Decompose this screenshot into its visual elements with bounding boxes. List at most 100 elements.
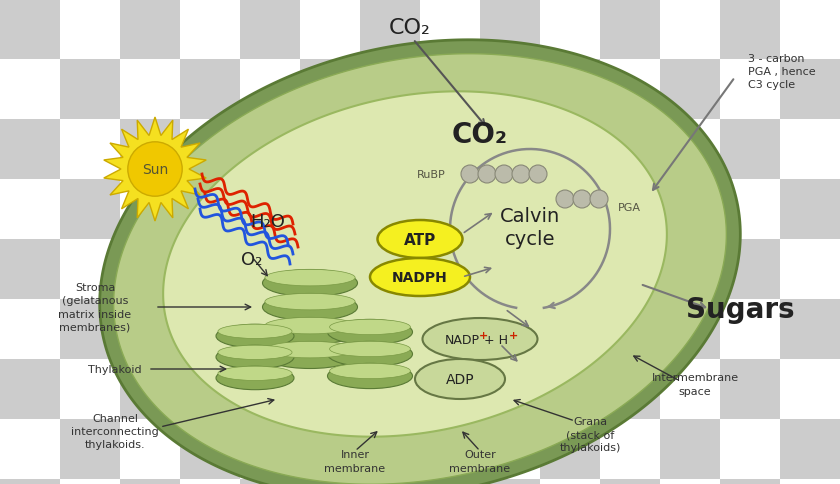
Bar bbox=[360, 479, 420, 484]
Bar bbox=[420, 60, 480, 120]
Bar bbox=[0, 300, 60, 359]
Bar bbox=[300, 60, 360, 120]
Bar bbox=[420, 240, 480, 300]
Text: Outer
membrane: Outer membrane bbox=[449, 450, 511, 472]
Ellipse shape bbox=[329, 319, 411, 335]
Bar bbox=[240, 300, 300, 359]
Circle shape bbox=[495, 166, 513, 183]
Bar bbox=[480, 60, 540, 120]
Bar bbox=[780, 0, 840, 60]
Text: Thylakoid: Thylakoid bbox=[88, 364, 142, 374]
Text: CO₂: CO₂ bbox=[452, 121, 508, 149]
Bar bbox=[600, 0, 660, 60]
Circle shape bbox=[529, 166, 547, 183]
Bar bbox=[300, 180, 360, 240]
Bar bbox=[60, 60, 120, 120]
Circle shape bbox=[461, 166, 479, 183]
Bar bbox=[720, 60, 780, 120]
Bar bbox=[360, 0, 420, 60]
Bar bbox=[780, 419, 840, 479]
Circle shape bbox=[512, 166, 530, 183]
Bar bbox=[120, 240, 180, 300]
Bar bbox=[480, 419, 540, 479]
Bar bbox=[60, 0, 120, 60]
Bar bbox=[600, 60, 660, 120]
Bar bbox=[60, 419, 120, 479]
Bar bbox=[300, 479, 360, 484]
Text: NADP: NADP bbox=[444, 333, 480, 346]
Bar bbox=[660, 120, 720, 180]
Circle shape bbox=[573, 191, 591, 209]
Bar bbox=[540, 60, 600, 120]
Text: Grana
(stack of
thylakoids): Grana (stack of thylakoids) bbox=[559, 416, 621, 452]
Text: 3 - carbon
PGA , hence
C3 cycle: 3 - carbon PGA , hence C3 cycle bbox=[748, 54, 816, 90]
Bar bbox=[240, 180, 300, 240]
Bar bbox=[120, 300, 180, 359]
Ellipse shape bbox=[328, 342, 412, 367]
Text: Intermembrane
space: Intermembrane space bbox=[652, 373, 738, 396]
Ellipse shape bbox=[265, 294, 355, 310]
Bar bbox=[240, 60, 300, 120]
Ellipse shape bbox=[218, 324, 292, 339]
Text: Sugars: Sugars bbox=[685, 295, 795, 323]
Text: Stroma
(gelatanous
matrix inside
membranes): Stroma (gelatanous matrix inside membran… bbox=[59, 283, 132, 332]
Bar bbox=[0, 180, 60, 240]
Bar bbox=[120, 479, 180, 484]
Bar bbox=[240, 479, 300, 484]
Ellipse shape bbox=[329, 363, 411, 379]
Bar bbox=[480, 0, 540, 60]
Ellipse shape bbox=[329, 342, 411, 357]
Bar bbox=[240, 240, 300, 300]
Bar bbox=[180, 120, 240, 180]
Bar bbox=[420, 300, 480, 359]
Bar bbox=[600, 240, 660, 300]
Text: ATP: ATP bbox=[404, 232, 436, 247]
Bar bbox=[60, 479, 120, 484]
Ellipse shape bbox=[218, 366, 292, 381]
Bar bbox=[660, 60, 720, 120]
Bar bbox=[180, 60, 240, 120]
Bar bbox=[540, 479, 600, 484]
Text: +: + bbox=[480, 330, 489, 340]
Circle shape bbox=[128, 142, 182, 197]
Ellipse shape bbox=[328, 363, 412, 389]
Bar bbox=[720, 120, 780, 180]
Bar bbox=[600, 180, 660, 240]
Bar bbox=[0, 240, 60, 300]
Bar bbox=[660, 479, 720, 484]
Bar bbox=[120, 120, 180, 180]
Bar bbox=[240, 120, 300, 180]
Bar bbox=[780, 300, 840, 359]
Bar bbox=[420, 479, 480, 484]
Bar bbox=[540, 359, 600, 419]
Bar bbox=[180, 0, 240, 60]
Bar bbox=[300, 240, 360, 300]
Bar bbox=[60, 120, 120, 180]
Bar bbox=[180, 479, 240, 484]
Bar bbox=[180, 180, 240, 240]
Bar bbox=[240, 359, 300, 419]
Bar bbox=[540, 180, 600, 240]
Bar bbox=[480, 120, 540, 180]
Bar bbox=[180, 419, 240, 479]
Polygon shape bbox=[113, 55, 727, 484]
Text: Calvin
cycle: Calvin cycle bbox=[500, 206, 560, 249]
Bar bbox=[480, 300, 540, 359]
Text: PGA: PGA bbox=[618, 203, 641, 212]
Bar bbox=[540, 0, 600, 60]
Bar bbox=[660, 240, 720, 300]
Bar bbox=[600, 120, 660, 180]
Bar bbox=[720, 240, 780, 300]
Bar bbox=[120, 359, 180, 419]
Text: RuBP: RuBP bbox=[417, 170, 446, 180]
Ellipse shape bbox=[263, 270, 358, 297]
Bar bbox=[360, 300, 420, 359]
Bar bbox=[420, 180, 480, 240]
Bar bbox=[60, 359, 120, 419]
Text: ADP: ADP bbox=[446, 372, 475, 386]
Bar bbox=[600, 300, 660, 359]
Bar bbox=[780, 120, 840, 180]
Bar bbox=[300, 120, 360, 180]
Ellipse shape bbox=[263, 342, 358, 369]
Bar bbox=[120, 0, 180, 60]
